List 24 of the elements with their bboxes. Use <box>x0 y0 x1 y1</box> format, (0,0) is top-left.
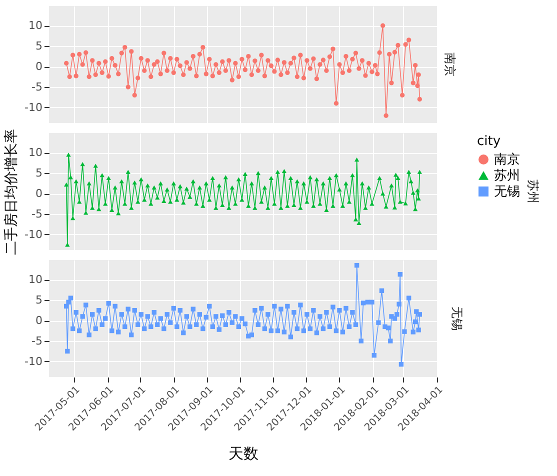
text: 苏州 <box>526 180 540 204</box>
y-tick-label: 10 <box>28 146 42 160</box>
y-tick-label: 5 <box>36 40 42 53</box>
y-tick-label: -5 <box>32 334 42 348</box>
y-tick-label: 0 <box>36 187 42 200</box>
y-tick-label: 0 <box>36 314 42 328</box>
text: 南京 <box>443 52 457 76</box>
legend-label: 南京 <box>494 152 520 168</box>
y-tick-label: 10 <box>28 19 42 32</box>
y-tick-label: -10 <box>24 354 42 368</box>
text: 无锡 <box>450 306 464 330</box>
x-axis-title: 天数 <box>228 444 258 463</box>
legend-title: city <box>477 134 501 149</box>
y-tick-label: 5 <box>36 166 42 180</box>
y-axis-title: 二手房日均价增长率 <box>4 129 20 255</box>
y-tick-label: 10 <box>28 273 42 286</box>
y-tick-label: -10 <box>24 100 42 114</box>
y-tick-label: -5 <box>32 208 42 220</box>
y-tick-label: -10 <box>24 228 42 241</box>
y-tick-label: 5 <box>36 294 42 307</box>
legend-label: 苏州 <box>494 168 520 184</box>
legend-label: 无锡 <box>494 184 520 200</box>
y-tick-label: -5 <box>32 80 42 94</box>
y-tick-label: 0 <box>36 60 42 74</box>
